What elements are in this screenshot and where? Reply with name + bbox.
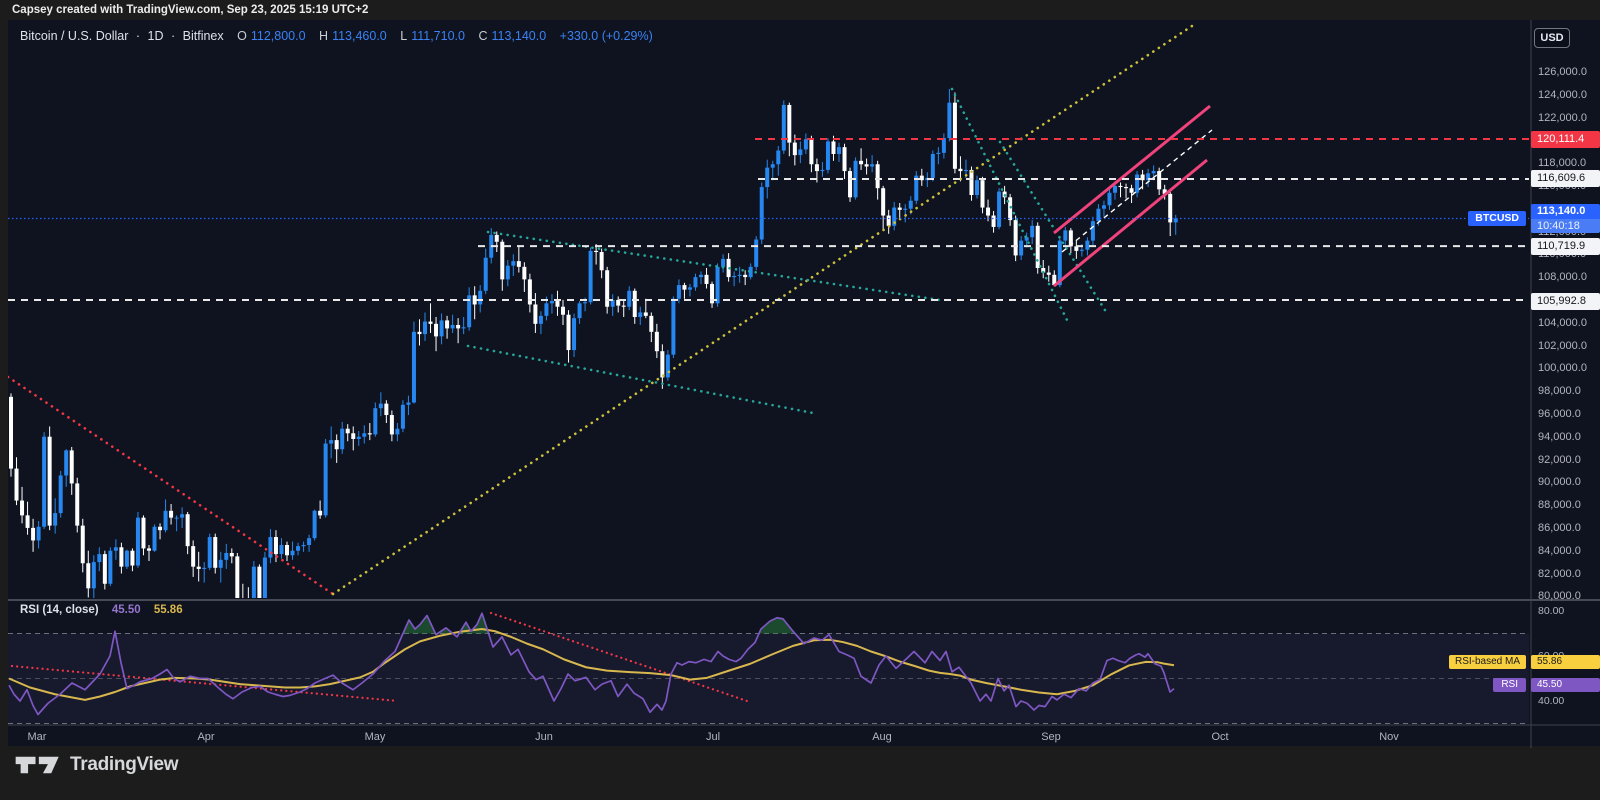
price-tick: 82,000.0 (1538, 567, 1581, 580)
rsi-legend-title: RSI (14, close) (20, 604, 99, 616)
time-tick-nov: Nov (1379, 731, 1399, 743)
time-tick-oct: Oct (1211, 731, 1229, 743)
rsi-legend-value: 45.50 (111, 604, 141, 616)
price-tick: 104,000.0 (1538, 316, 1587, 329)
separator: · (170, 29, 176, 43)
attribution-text: Capsey created with TradingView.com, Sep… (12, 4, 369, 16)
price-tick: 94,000.0 (1538, 430, 1581, 443)
close-value: 113,140.0 (491, 29, 547, 43)
separator: · (135, 29, 141, 43)
open-letter: O (237, 29, 247, 43)
price-tick: 86,000.0 (1538, 521, 1581, 534)
attribution-bar: Capsey created with TradingView.com, Sep… (0, 0, 1600, 20)
time-tick-mar: Mar (27, 731, 47, 743)
price-tick: 84,000.0 (1538, 544, 1581, 557)
rsi-tick: 40.00 (1538, 695, 1565, 707)
current-price-label: 113,140.0 10:40:18 (1531, 204, 1600, 233)
current-price-value: 113,140.0 (1531, 204, 1600, 219)
rsi-value-tag: 45.50 (1531, 678, 1600, 692)
price-tick: 100,000.0 (1538, 362, 1587, 375)
interval-label: 1D (147, 29, 164, 43)
rsi-ma-legend-value: 55.86 (153, 604, 183, 616)
price-label-high: 116,609.6 (1531, 170, 1600, 187)
change-value: +330.0 (+0.29%) (559, 29, 653, 43)
price-tick: 126,000.0 (1538, 65, 1587, 78)
price-tick: 102,000.0 (1538, 339, 1587, 352)
rsi-ma-value-tag: 55.86 (1531, 655, 1600, 669)
high-value: 113,460.0 (332, 29, 387, 43)
time-tick-jun: Jun (535, 731, 553, 743)
currency-usd-button[interactable]: USD (1534, 28, 1570, 48)
time-tick-apr: Apr (197, 731, 215, 743)
rsi-legend[interactable]: RSI (14, close) 45.50 55.86 (20, 604, 183, 616)
time-tick-may: May (364, 731, 386, 743)
price-tick: 96,000.0 (1538, 407, 1581, 420)
tradingview-logo[interactable]: TradingView (14, 754, 179, 776)
rsi-tick: 80.00 (1538, 605, 1565, 617)
price-tick: 98,000.0 (1538, 385, 1581, 398)
exchange-label: Bitfinex (182, 29, 224, 43)
symbol-title: Bitcoin / U.S. Dollar (20, 29, 129, 43)
price-tick: 118,000.0 (1538, 157, 1587, 170)
price-tick: 122,000.0 (1538, 111, 1587, 124)
bar-countdown: 10:40:18 (1531, 219, 1600, 233)
price-tick: 90,000.0 (1538, 476, 1581, 489)
low-letter: L (400, 29, 408, 43)
price-label-low: 105,992.8 (1531, 292, 1600, 310)
tradingview-logo-icon (15, 756, 59, 774)
symbol-price-tag[interactable]: BTCUSD (1468, 211, 1526, 226)
price-label-resistance: 120,111.4 (1531, 130, 1600, 148)
high-letter: H (319, 29, 329, 43)
time-tick-aug: Aug (872, 731, 892, 743)
chart-plot-area[interactable] (8, 20, 1530, 725)
low-value: 111,710.0 (411, 29, 465, 43)
open-value: 112,800.0 (250, 29, 306, 43)
tradingview-logo-text: TradingView (70, 754, 179, 775)
time-tick-jul: Jul (705, 731, 721, 743)
rsi-ma-name-tag: RSI-based MA (1448, 655, 1526, 669)
price-label-mid: 110,719.9 (1531, 237, 1600, 255)
price-tick: 124,000.0 (1538, 88, 1587, 101)
price-tick: 80,000.0 (1538, 590, 1581, 603)
close-letter: C (478, 29, 488, 43)
price-tick: 92,000.0 (1538, 453, 1581, 466)
rsi-name-tag: RSI (1493, 678, 1526, 692)
time-tick-sep: Sep (1041, 731, 1061, 743)
price-tick: 88,000.0 (1538, 499, 1581, 512)
price-tick: 108,000.0 (1538, 271, 1587, 284)
